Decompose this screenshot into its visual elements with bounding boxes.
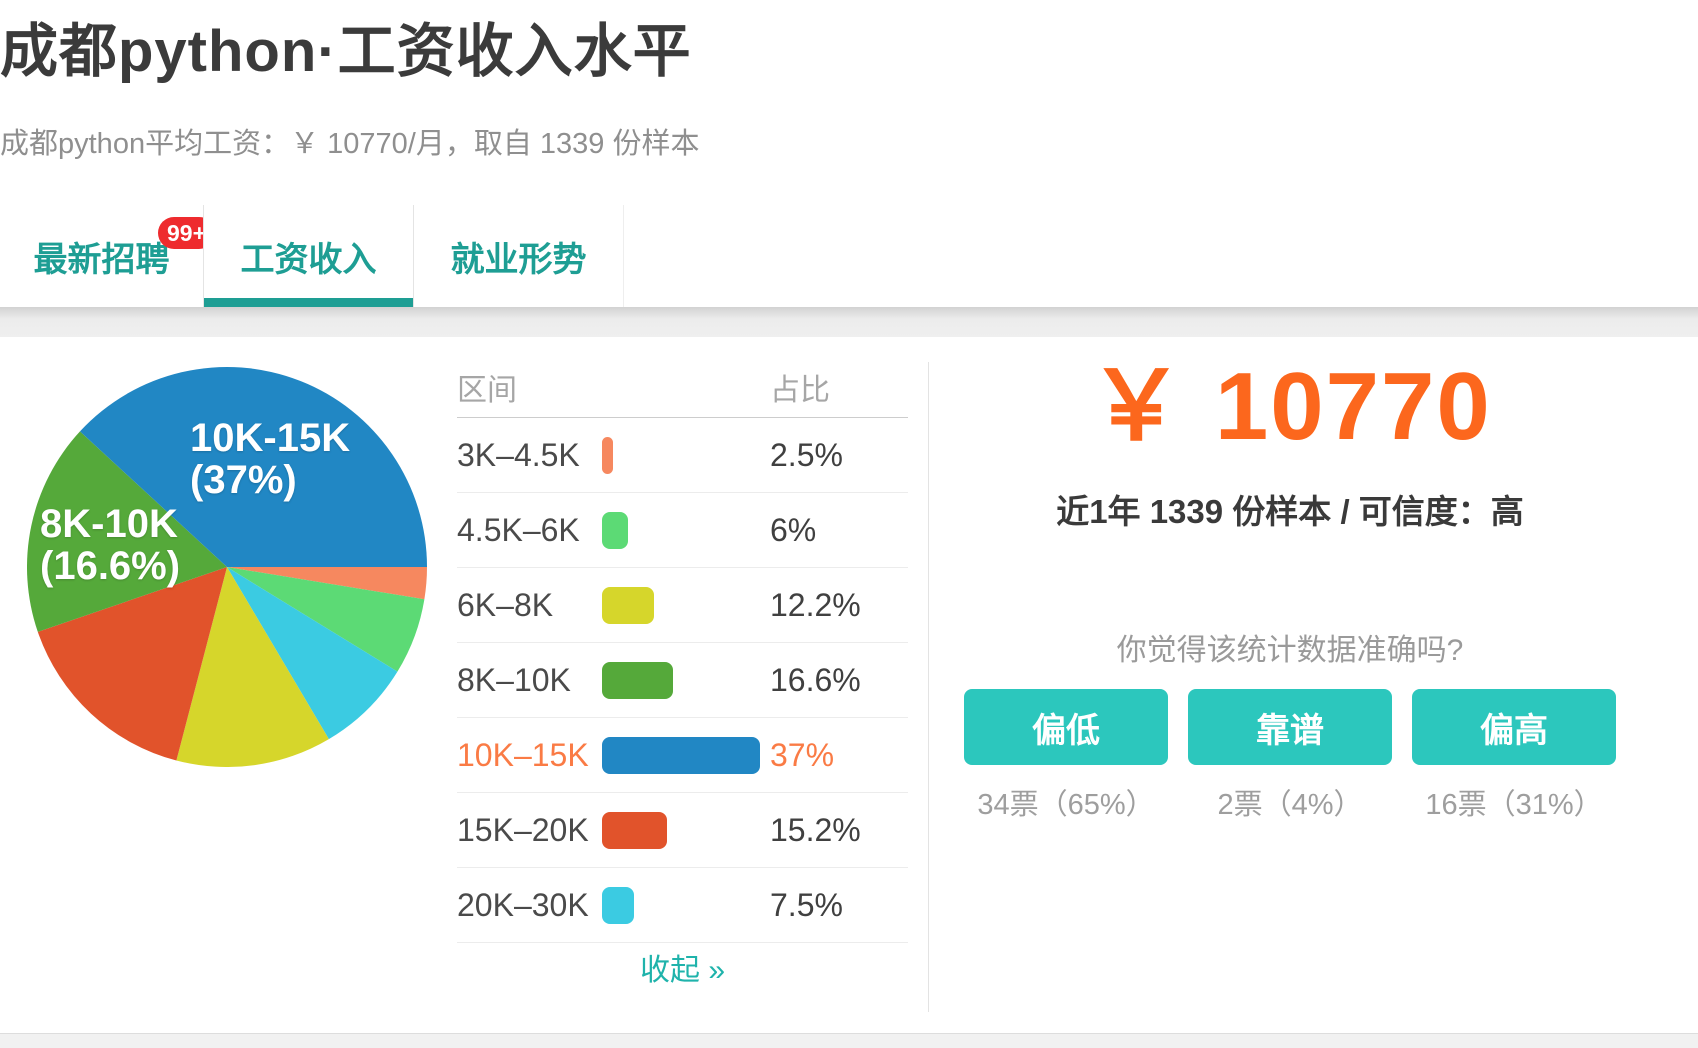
salary-row-10K–15K[interactable]: 10K–15K 37% <box>457 718 908 793</box>
average-salary-amount: ￥ 10770 <box>1088 353 1492 460</box>
tab-label: 工资收入 <box>240 240 377 279</box>
vote-button-靠谱[interactable]: 靠谱 <box>1188 689 1392 765</box>
salary-row-3K–4.5K[interactable]: 3K–4.5K 2.5% <box>457 418 908 493</box>
share-bar <box>602 736 760 774</box>
share-value: 12.2% <box>770 586 861 623</box>
salary-range: 10K–15K <box>457 736 589 773</box>
pie-slice-20K–30K[interactable] <box>227 567 398 740</box>
page-subtitle: 成都python平均工资：￥ 10770/月，取自 1339 份样本 <box>0 128 700 160</box>
salary-distribution-pie-chart <box>26 367 427 768</box>
salary-range: 15K–20K <box>457 811 589 848</box>
salary-row-20K–30K[interactable]: 20K–30K 7.5% <box>457 868 908 943</box>
summary-panel: ￥ 10770 近1年 1339 份样本 / 可信度：高 你觉得该统计数据准确吗… <box>930 337 1650 823</box>
tab-label: 最新招聘 <box>33 240 170 279</box>
content-divider-band <box>0 307 1698 337</box>
pie-slice-8K–10K[interactable] <box>26 431 228 632</box>
pie-slice-6K–8K[interactable] <box>176 567 329 768</box>
share-value: 6% <box>770 511 817 548</box>
tab-label: 就业形势 <box>450 240 587 279</box>
pie-slice-10K–15K[interactable] <box>79 367 427 567</box>
salary-row-8K–10K[interactable]: 8K–10K 16.6% <box>457 643 908 718</box>
salary-range: 4.5K–6K <box>457 511 580 548</box>
vote-count: 2票（4%） <box>1217 789 1363 821</box>
salary-table-header: 区间 占比 <box>457 357 908 418</box>
share-bar <box>602 586 654 624</box>
share-value: 15.2% <box>770 811 861 848</box>
vote-button-偏高[interactable]: 偏高 <box>1412 689 1616 765</box>
vote-counts: 34票（65%） 2票（4%） 16票（31%） <box>930 781 1650 823</box>
share-bar <box>602 511 628 549</box>
salary-range: 3K–4.5K <box>457 436 580 473</box>
sample-meta: 近1年 1339 份样本 / 可信度：高 <box>1056 493 1524 530</box>
share-bar <box>602 436 613 474</box>
collapse-row: 收起 » <box>457 943 908 991</box>
salary-range: 20K–30K <box>457 886 589 923</box>
column-header-share: 占比 <box>770 374 830 407</box>
vote-count: 34票（65%） <box>977 789 1155 821</box>
salary-income-panel: 区间 占比 3K–4.5K 2.5% 4.5K–6K 6% 6K–8K 12.2% 8K–1… <box>0 337 1698 1033</box>
salary-row-6K–8K[interactable]: 6K–8K 12.2% <box>457 568 908 643</box>
share-bar <box>602 811 667 849</box>
pie-svg <box>26 367 427 768</box>
share-bar <box>602 661 673 699</box>
pie-slice-3K–4.5K[interactable] <box>227 567 427 600</box>
vote-buttons: 偏低 靠谱 偏高 <box>930 689 1650 765</box>
salary-table: 区间 占比 3K–4.5K 2.5% 4.5K–6K 6% 6K–8K 12.2% 8K–1… <box>457 357 908 991</box>
share-value: 16.6% <box>770 661 861 698</box>
tab-bar: 最新招聘 99+ 工资收入 就业形势 <box>0 205 624 307</box>
vote-button-偏低[interactable]: 偏低 <box>964 689 1168 765</box>
vertical-divider <box>928 362 929 1012</box>
vote-question: 你觉得该统计数据准确吗? <box>1116 634 1464 667</box>
collapse-link[interactable]: 收起 » <box>639 954 726 987</box>
tab-工资收入[interactable]: 工资收入 <box>203 205 414 307</box>
salary-row-4.5K–6K[interactable]: 4.5K–6K 6% <box>457 493 908 568</box>
share-bar <box>602 886 634 924</box>
tab-最新招聘[interactable]: 最新招聘 99+ <box>0 205 216 307</box>
pie-slice-15K–20K[interactable] <box>37 567 228 761</box>
salary-range: 6K–8K <box>457 586 554 623</box>
salary-row-15K–20K[interactable]: 15K–20K 15.2% <box>457 793 908 868</box>
column-header-range: 区间 <box>457 374 517 407</box>
share-value: 37% <box>770 736 835 773</box>
salary-range: 8K–10K <box>457 661 571 698</box>
vote-count: 16票（31%） <box>1425 789 1603 821</box>
bottom-strip <box>0 1033 1698 1048</box>
pie-slice-4.5K–6K[interactable] <box>227 567 425 672</box>
share-value: 2.5% <box>770 436 843 473</box>
active-tab-underline <box>204 298 413 307</box>
page-title: 成都python·工资收入水平 <box>0 19 692 84</box>
tab-就业形势[interactable]: 就业形势 <box>414 205 624 307</box>
share-value: 7.5% <box>770 886 843 923</box>
